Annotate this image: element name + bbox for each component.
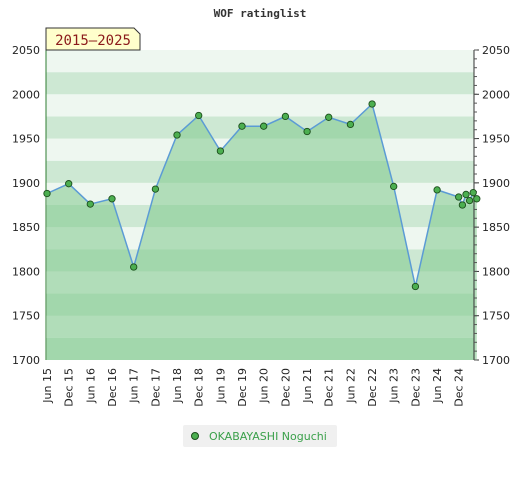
x-tick-label: Dec 24: [453, 368, 466, 407]
x-tick-label: Dec 15: [63, 368, 76, 407]
y-tick-label-left: 1850: [12, 221, 40, 234]
grid-band: [46, 50, 474, 73]
data-point: [473, 195, 481, 203]
data-point: [368, 100, 376, 108]
axes: 1700 1700 1750 1750 1800 1800 1850 1850 1900 1900…: [12, 44, 510, 407]
x-tick-label: Jun 20: [258, 368, 271, 404]
data-point: [390, 182, 398, 191]
period-label: 2015–2025: [55, 33, 131, 49]
data-point: [195, 111, 203, 120]
data-point: [130, 263, 138, 271]
y-tick-label-right: 1800: [482, 265, 510, 278]
data-point: [65, 180, 73, 188]
y-tick-label-right: 1950: [482, 133, 510, 146]
x-tick-label: Dec 16: [106, 368, 119, 407]
grid-band: [46, 94, 474, 117]
series-points: [43, 100, 481, 291]
x-tick-label: Jun 15: [41, 368, 54, 404]
chart-title: WOF ratinglist: [214, 7, 307, 20]
data-point: [260, 122, 268, 130]
x-tick-label: Jun 22: [344, 368, 357, 404]
data-point: [173, 131, 181, 139]
x-tick-label: Jun 18: [171, 368, 184, 404]
data-point: [151, 185, 160, 193]
y-tick-label-left: 2050: [12, 44, 40, 57]
x-tick-label: Dec 18: [193, 368, 206, 407]
data-point: [325, 113, 333, 121]
x-tick-label: Dec 20: [279, 368, 292, 407]
y-tick-label-left: 1900: [12, 177, 40, 190]
y-tick-label-right: 1750: [482, 310, 510, 323]
data-point: [465, 196, 474, 205]
grid-band: [46, 72, 474, 95]
y-tick-label-left: 1700: [12, 354, 40, 367]
y-tick-label-left: 2000: [12, 88, 40, 101]
data-point: [433, 186, 441, 194]
x-tick-label: Jun 24: [431, 368, 444, 404]
y-tick-label-right: 2050: [482, 44, 510, 57]
y-tick-label-right: 1850: [482, 221, 510, 234]
data-point: [455, 193, 463, 201]
x-tick-label: Jun 16: [84, 368, 97, 404]
period-badge: 2015–2025: [45, 27, 141, 51]
data-point: [43, 189, 51, 198]
data-point: [86, 200, 94, 208]
x-tick-label: Dec 21: [323, 368, 336, 407]
x-tick-label: Jun 23: [388, 368, 401, 404]
y-tick-label-left: 1750: [12, 310, 40, 323]
data-point: [458, 201, 467, 209]
legend[interactable]: OKABAYASHI Noguchi: [183, 425, 337, 447]
data-point: [303, 127, 311, 136]
x-tick-label: Dec 19: [236, 368, 249, 407]
y-tick-label-left: 1800: [12, 265, 40, 278]
y-tick-label-right: 2000: [482, 88, 510, 101]
series-area-fill: [47, 104, 477, 360]
x-tick-label: Dec 23: [409, 368, 422, 407]
legend-label: OKABAYASHI Noguchi: [209, 429, 327, 443]
x-tick-label: Jun 21: [301, 368, 314, 404]
y-tick-label-right: 1700: [482, 354, 510, 367]
data-point: [469, 188, 477, 197]
data-point: [108, 195, 116, 203]
y-tick-label-left: 1950: [12, 133, 40, 146]
data-point: [281, 112, 290, 121]
data-point: [238, 122, 246, 130]
data-point: [216, 147, 225, 155]
data-point: [346, 120, 355, 129]
x-tick-label: Jun 17: [128, 368, 141, 404]
data-point: [462, 190, 470, 199]
x-tick-label: Jun 19: [214, 368, 227, 404]
x-tick-label: Dec 22: [366, 368, 379, 407]
data-point: [411, 282, 420, 291]
y-tick-label-right: 1900: [482, 177, 510, 190]
x-tick-label: Dec 17: [149, 368, 162, 407]
legend-marker-icon: [191, 432, 199, 440]
